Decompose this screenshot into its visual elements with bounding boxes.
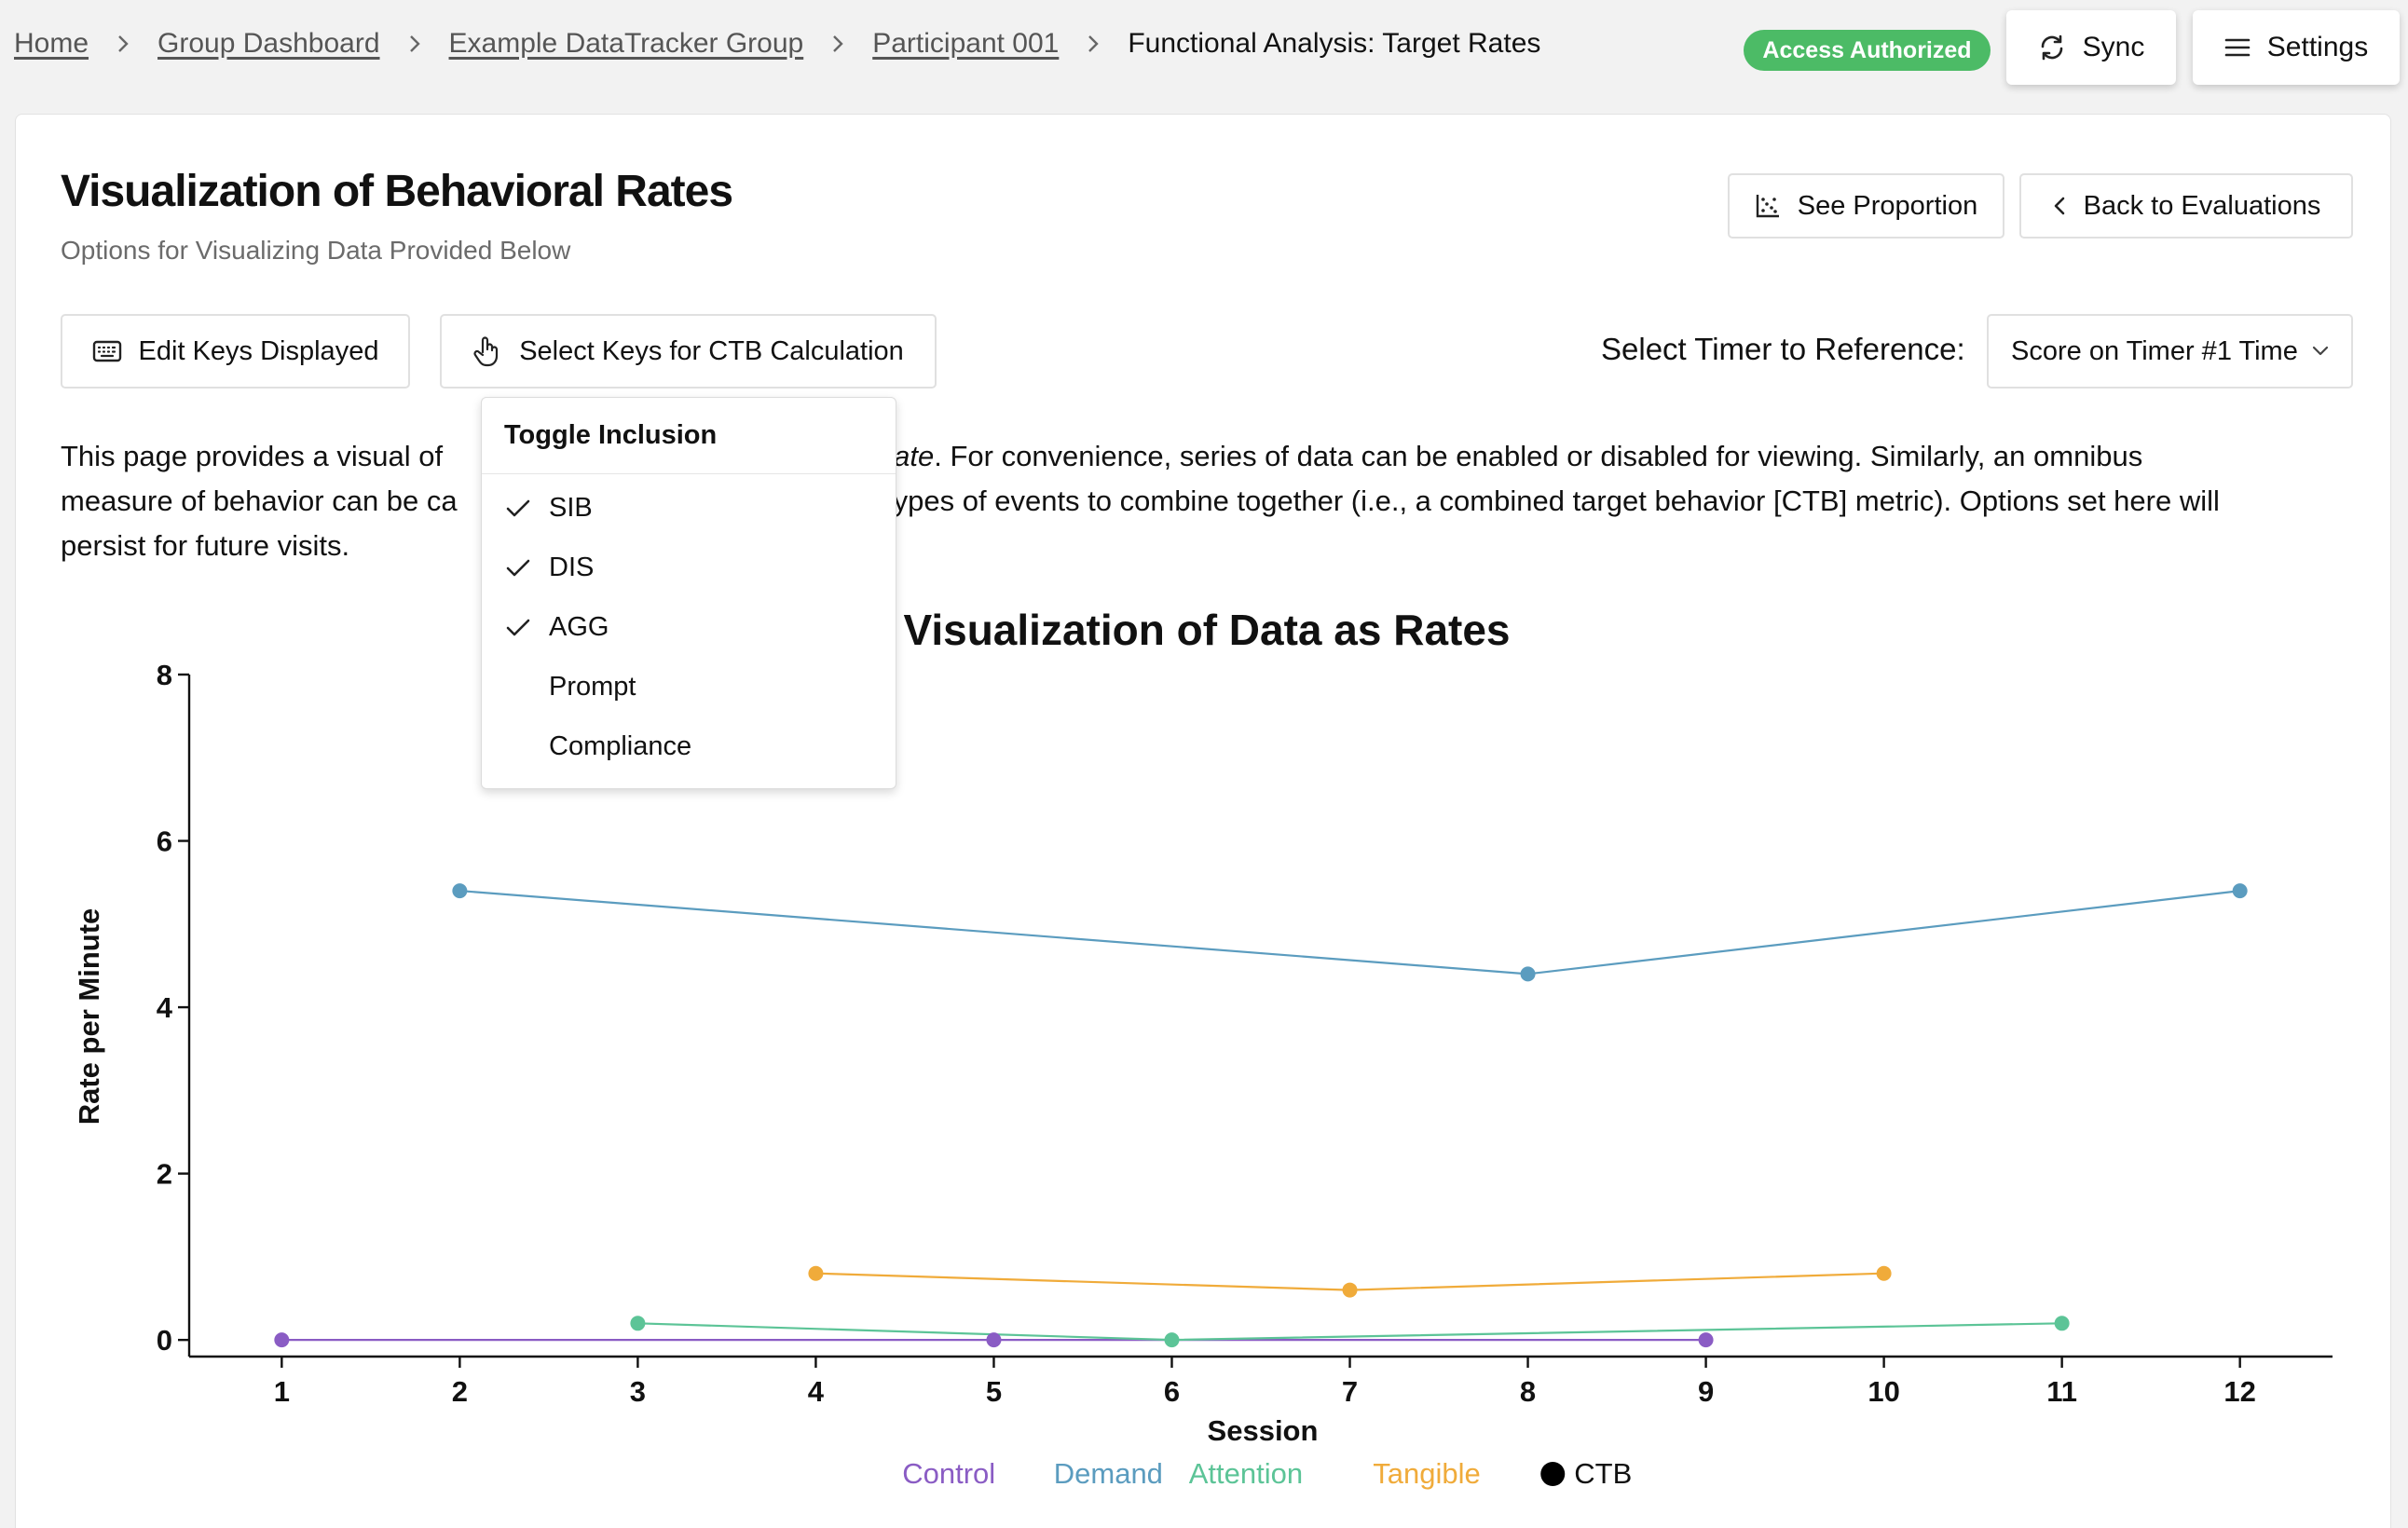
- breadcrumb: Home Group Dashboard Example DataTracker…: [14, 28, 1540, 60]
- page-subtitle: Options for Visualizing Data Provided Be…: [61, 236, 571, 265]
- edit-keys-button[interactable]: Edit Keys Displayed: [61, 314, 410, 389]
- select-keys-ctb-button[interactable]: Select Keys for CTB Calculation: [440, 314, 937, 389]
- dropdown-item-label: Compliance: [549, 730, 692, 761]
- keyboard-icon: [92, 339, 122, 363]
- breadcrumb-home[interactable]: Home: [14, 28, 89, 59]
- description-text-5: persist for future visits.: [61, 529, 350, 562]
- dropdown-item-agg[interactable]: AGG: [482, 597, 896, 657]
- chevron-right-icon: [1087, 34, 1100, 54]
- dropdown-item-label: AGG: [549, 611, 609, 642]
- data-point-attention[interactable]: [2054, 1316, 2070, 1331]
- data-point-tangible[interactable]: [1876, 1265, 1892, 1281]
- pointer-hand-icon: [472, 335, 502, 367]
- dropdown-item-prompt[interactable]: Prompt: [482, 657, 896, 716]
- breadcrumb-participant[interactable]: Participant 001: [872, 28, 1060, 59]
- scatter-chart-icon: [1755, 193, 1781, 219]
- breadcrumb-group[interactable]: Example DataTracker Group: [448, 28, 804, 59]
- data-point-attention[interactable]: [1164, 1332, 1180, 1348]
- back-to-evaluations-button[interactable]: Back to Evaluations: [2019, 173, 2353, 239]
- dropdown-list: SIB DIS AGG Prompt Compliance: [482, 474, 896, 776]
- toggle-inclusion-dropdown: Toggle Inclusion SIB DIS AGG Prompt Complian…: [481, 397, 896, 789]
- see-proportion-label: See Proportion: [1797, 190, 1978, 221]
- dropdown-item-label: DIS: [549, 552, 595, 582]
- data-point-tangible[interactable]: [808, 1265, 824, 1281]
- data-point-demand[interactable]: [1520, 966, 1536, 982]
- chevron-right-icon: [116, 34, 130, 54]
- data-point-control[interactable]: [1698, 1332, 1714, 1348]
- page-title: Visualization of Behavioral Rates: [61, 167, 733, 216]
- description-text-2: . For convenience, series of data can be…: [934, 440, 2143, 472]
- see-proportion-button[interactable]: See Proportion: [1728, 173, 2004, 239]
- check-icon: [504, 497, 532, 519]
- access-badge: Access Authorized: [1744, 30, 1991, 71]
- chevron-down-icon: [2310, 340, 2331, 361]
- breadcrumb-current: Functional Analysis: Target Rates: [1128, 28, 1541, 59]
- data-point-control[interactable]: [986, 1332, 1002, 1348]
- settings-button[interactable]: Settings: [2193, 10, 2400, 85]
- dropdown-item-label: SIB: [549, 492, 593, 523]
- chevron-left-icon: [2052, 195, 2067, 217]
- timer-select[interactable]: Score on Timer #1 Time: [1987, 314, 2353, 389]
- dropdown-item-compliance[interactable]: Compliance: [482, 716, 896, 776]
- top-bar: Home Group Dashboard Example DataTracker…: [0, 0, 2408, 102]
- breadcrumb-group-dashboard[interactable]: Group Dashboard: [157, 28, 380, 59]
- data-point-attention[interactable]: [630, 1316, 646, 1331]
- back-label: Back to Evaluations: [2083, 190, 2321, 221]
- timer-select-value: Score on Timer #1 Time: [2011, 335, 2298, 366]
- settings-label: Settings: [2266, 32, 2369, 62]
- description-text-1: This page provides a visual of: [61, 440, 444, 472]
- dropdown-item-dis[interactable]: DIS: [482, 538, 896, 597]
- description-text-3: measure of behavior can be ca: [61, 484, 458, 517]
- check-icon: [504, 556, 532, 579]
- data-point-demand[interactable]: [2232, 883, 2248, 899]
- select-keys-label: Select Keys for CTB Calculation: [519, 335, 904, 366]
- description-text-4: ypes of events to combine together (i.e.…: [893, 484, 2220, 517]
- data-point-control[interactable]: [274, 1332, 290, 1348]
- data-point-demand[interactable]: [452, 883, 468, 899]
- sync-label: Sync: [2082, 32, 2145, 62]
- sync-button[interactable]: Sync: [2006, 10, 2176, 85]
- sync-icon: [2038, 34, 2066, 61]
- dropdown-item-label: Prompt: [549, 671, 636, 702]
- check-icon: [504, 616, 532, 638]
- data-point-tangible[interactable]: [1342, 1282, 1358, 1298]
- edit-keys-label: Edit Keys Displayed: [138, 335, 379, 366]
- timer-select-label: Select Timer to Reference:: [1601, 332, 1965, 366]
- menu-icon: [2224, 36, 2251, 59]
- chevron-right-icon: [831, 34, 844, 54]
- dropdown-header: Toggle Inclusion: [482, 398, 896, 474]
- chevron-right-icon: [408, 34, 421, 54]
- dropdown-item-sib[interactable]: SIB: [482, 478, 896, 538]
- page-description: This page provides a visual of ate. For c…: [61, 434, 2353, 568]
- description-emphasis: ate: [894, 440, 935, 472]
